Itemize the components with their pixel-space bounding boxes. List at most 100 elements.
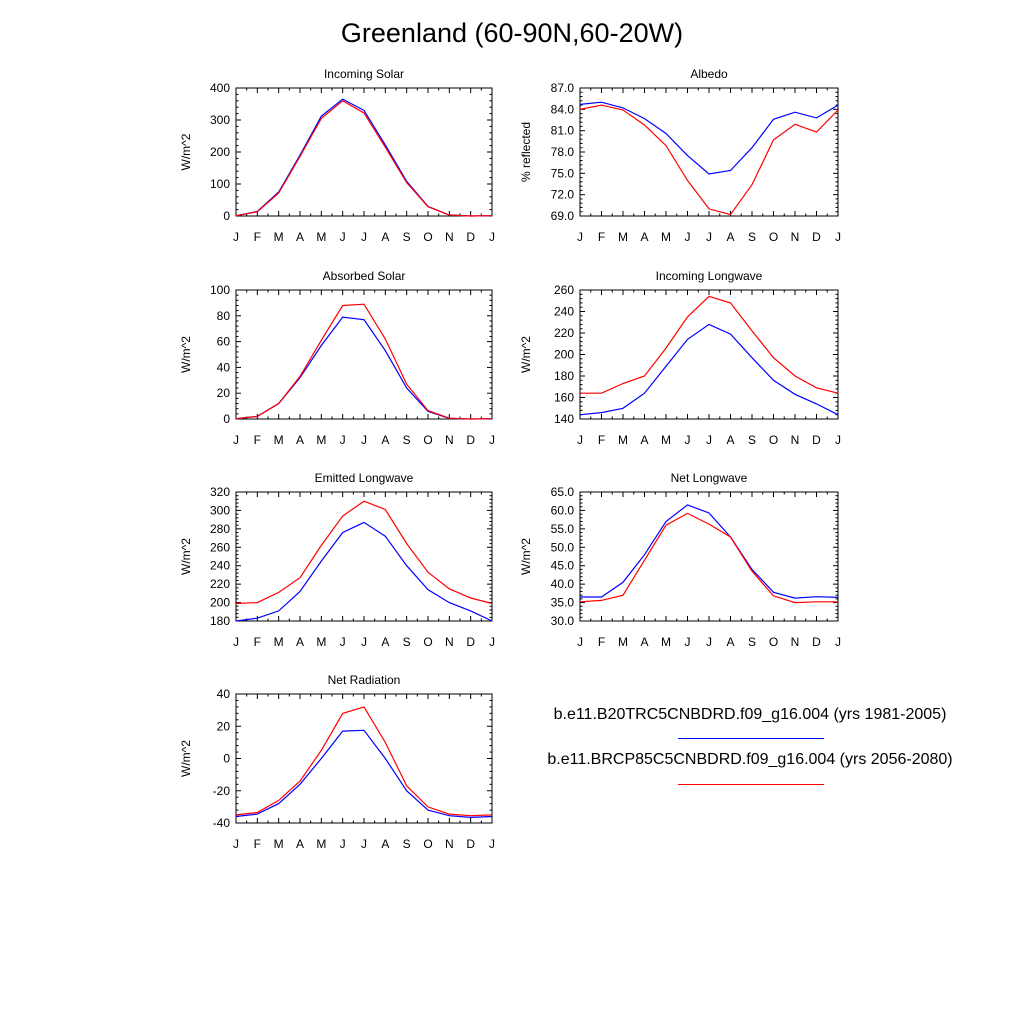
x-tick-label: M: [618, 433, 628, 447]
series-line-absorbed-solar-brcp85: [235, 303, 493, 420]
y-tick-label: 35.0: [551, 596, 575, 610]
y-tick-label: 180: [554, 369, 574, 383]
x-tick-label: J: [685, 635, 691, 649]
x-tick-label: D: [466, 433, 475, 447]
y-tick-label: 300: [210, 113, 230, 127]
x-tick-label: J: [340, 433, 346, 447]
y-tick-label: 40: [217, 687, 231, 701]
x-tick-label: N: [445, 837, 454, 851]
y-tick-label: 40.0: [551, 577, 575, 591]
x-tick-label: A: [640, 433, 648, 447]
y-tick-label: 30.0: [551, 614, 575, 628]
x-tick-label: A: [726, 433, 734, 447]
x-tick-label: N: [791, 635, 800, 649]
x-tick-label: M: [274, 433, 284, 447]
panel-net-longwave: J F M A M J J A S O N D J30.035.040.045.050.055.060.…: [519, 471, 841, 649]
x-tick-label: J: [577, 433, 583, 447]
x-tick-label: M: [316, 433, 326, 447]
x-tick-label: D: [466, 837, 475, 851]
y-tick-label: 240: [210, 559, 230, 573]
x-tick-label: J: [361, 433, 367, 447]
y-tick-label: 40: [217, 360, 231, 374]
y-tick-label: 240: [554, 305, 574, 319]
x-tick-label: J: [361, 230, 367, 244]
x-tick-label: F: [254, 230, 261, 244]
y-tick-label: 78.0: [551, 145, 575, 159]
x-tick-label: J: [489, 837, 495, 851]
x-tick-label: A: [726, 635, 734, 649]
y-tick-label: 300: [210, 503, 230, 517]
y-axis-label-emitted-longwave: W/m^2: [179, 538, 193, 575]
y-axis-label-incoming-solar: W/m^2: [179, 133, 193, 170]
x-tick-label: A: [381, 230, 389, 244]
y-tick-label: 69.0: [551, 209, 575, 223]
panel-frame-net-longwave: [579, 491, 839, 622]
x-tick-label: S: [403, 635, 411, 649]
y-tick-label: 220: [554, 326, 574, 340]
y-tick-label: 87.0: [551, 81, 575, 95]
panel-title-net-radiation: Net Radiation: [328, 673, 401, 687]
y-tick-label: 20: [217, 386, 231, 400]
x-tick-label: O: [423, 230, 432, 244]
figure-title: Greenland (60-90N,60-20W): [340, 18, 684, 48]
panel-title-absorbed-solar: Absorbed Solar: [323, 269, 406, 283]
x-tick-label: A: [640, 230, 648, 244]
x-tick-label: F: [598, 635, 605, 649]
x-tick-label: O: [769, 433, 778, 447]
panel-title-incoming-solar: Incoming Solar: [324, 67, 404, 81]
y-tick-label: 81.0: [551, 124, 575, 138]
y-axis-label-albedo: % reflected: [519, 122, 533, 182]
y-tick-label: 45.0: [551, 559, 575, 573]
x-tick-label: M: [274, 230, 284, 244]
x-tick-label: J: [233, 433, 239, 447]
x-tick-label: S: [748, 230, 756, 244]
x-tick-label: J: [835, 230, 841, 244]
panel-frame-incoming-longwave: [579, 289, 839, 420]
y-tick-label: 200: [210, 596, 230, 610]
panel-incoming-longwave: J F M A M J J A S O N D J140160180200220240260Incomi…: [519, 269, 841, 447]
x-tick-label: J: [577, 635, 583, 649]
x-tick-label: J: [489, 635, 495, 649]
x-tick-label: S: [403, 230, 411, 244]
x-tick-label: M: [316, 837, 326, 851]
x-tick-label: J: [489, 230, 495, 244]
series-line-net-longwave-brcp85: [579, 512, 838, 604]
y-tick-label: 80: [217, 309, 231, 323]
x-tick-label: J: [233, 230, 239, 244]
series-line-emitted-longwave-brcp85: [235, 500, 493, 605]
panel-title-net-longwave: Net Longwave: [671, 471, 748, 485]
x-tick-label: O: [769, 230, 778, 244]
y-tick-label: 260: [554, 283, 574, 297]
x-tick-label: J: [489, 433, 495, 447]
x-tick-label: J: [706, 635, 712, 649]
x-tick-label: J: [340, 635, 346, 649]
series-line-incoming-solar-brcp85: [235, 100, 493, 217]
y-tick-label: 55.0: [551, 522, 575, 536]
x-tick-label: J: [340, 230, 346, 244]
series-line-net-radiation-b20trc: [235, 729, 493, 819]
x-tick-label: D: [466, 230, 475, 244]
x-tick-label: A: [296, 230, 304, 244]
x-tick-label: N: [445, 230, 454, 244]
x-tick-label: J: [577, 230, 583, 244]
y-tick-label: 84.0: [551, 102, 575, 116]
x-tick-label: D: [466, 635, 475, 649]
y-tick-label: 60.0: [551, 503, 575, 517]
x-tick-label: J: [233, 837, 239, 851]
series-line-incoming-longwave-brcp85: [580, 295, 839, 394]
x-tick-label: A: [296, 837, 304, 851]
y-tick-label: 280: [210, 522, 230, 536]
x-tick-label: F: [254, 837, 261, 851]
x-tick-label: N: [445, 433, 454, 447]
y-tick-label: 75.0: [551, 166, 575, 180]
series-line-net-radiation-brcp85: [235, 706, 493, 817]
y-tick-label: 60: [217, 335, 231, 349]
y-tick-label: 320: [210, 485, 230, 499]
x-tick-label: M: [274, 837, 284, 851]
y-tick-label: 200: [210, 145, 230, 159]
x-tick-label: M: [316, 230, 326, 244]
x-tick-label: F: [598, 433, 605, 447]
series-line-net-longwave-b20trc: [580, 504, 839, 599]
